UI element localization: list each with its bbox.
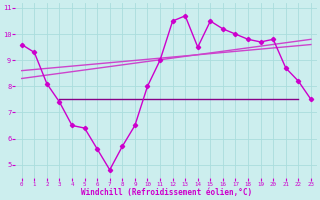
X-axis label: Windchill (Refroidissement éolien,°C): Windchill (Refroidissement éolien,°C) <box>81 188 252 197</box>
